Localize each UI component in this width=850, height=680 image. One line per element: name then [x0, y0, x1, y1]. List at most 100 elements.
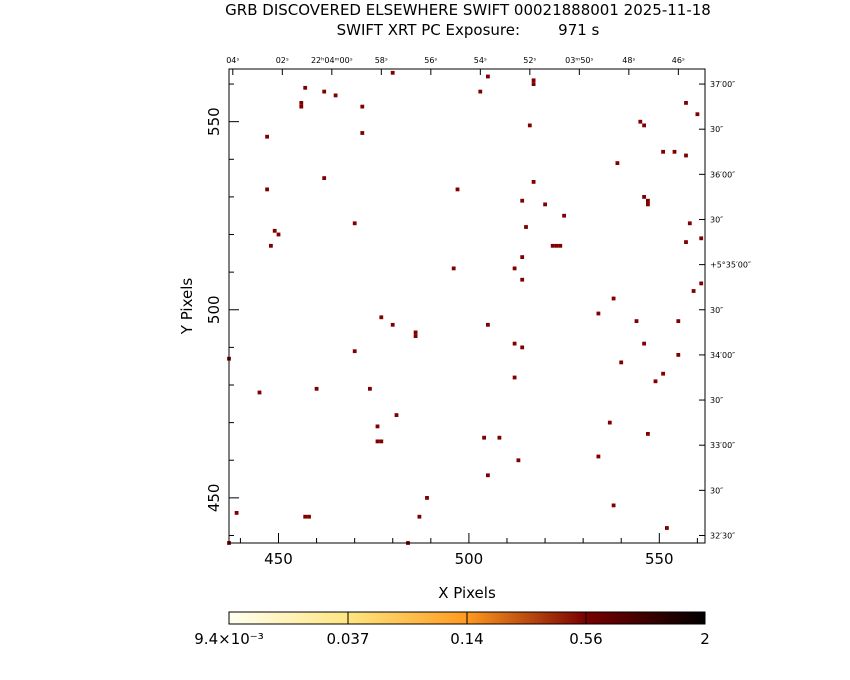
colorbar-tick-label: 0.14	[450, 630, 483, 648]
image-pixel	[684, 153, 688, 158]
dec-tick-label: 37′00″	[710, 80, 735, 89]
image-pixel	[272, 228, 277, 233]
image-pixel	[672, 149, 677, 154]
image-pixel	[684, 240, 688, 244]
image-pixel	[512, 266, 517, 271]
image-pixel	[314, 386, 319, 391]
colorbar-tick-label: 9.4×10⁻³	[194, 630, 263, 648]
image-pixel	[482, 435, 486, 440]
dec-tick-label: 30″	[710, 396, 723, 405]
image-pixel	[375, 439, 380, 444]
image-pixel	[299, 104, 304, 109]
image-pixel	[299, 101, 304, 105]
image-pixel	[390, 70, 395, 75]
image-pixel	[512, 375, 517, 380]
image-pixel	[360, 104, 365, 109]
image-pixel	[478, 89, 483, 94]
dec-tick-label: 34′00″	[710, 351, 735, 360]
image-pixel	[619, 360, 624, 365]
colorbar-ticks	[347, 612, 587, 624]
image-pixel	[646, 432, 650, 436]
image-pixel	[527, 123, 532, 128]
x-tick-label: 500	[455, 550, 484, 568]
image-pixel	[352, 349, 357, 354]
image-pixel	[684, 101, 688, 105]
image-pixel	[695, 112, 700, 117]
image-pixel	[596, 454, 601, 459]
y-tick-label: 500	[205, 295, 223, 324]
ra-tick-label: 03ᵐ50ˢ	[565, 56, 593, 65]
chart-title: GRB DISCOVERED ELSEWHERE SWIFT 000218880…	[225, 1, 711, 19]
image-pixel	[653, 379, 658, 384]
image-pixel	[531, 180, 536, 184]
image-pixel	[265, 134, 269, 139]
image-pixel	[699, 281, 704, 286]
dec-tick-label: 32′30″	[710, 531, 735, 540]
dec-tick-label: +5°35′00″	[710, 261, 751, 270]
image-pixel	[265, 187, 269, 192]
image-pixel	[531, 82, 536, 86]
dec-tick-label: 30″	[710, 486, 723, 495]
image-pixel	[425, 496, 429, 500]
image-pixel	[413, 330, 418, 335]
image-pixel	[642, 195, 646, 199]
image-pixel	[531, 78, 536, 83]
colorbar: 9.4×10⁻³ 0.037 0.14 0.56 2	[194, 611, 710, 648]
image-pixel	[554, 243, 559, 248]
plot-frame	[228, 68, 706, 544]
image-pixel	[322, 176, 327, 180]
colorbar-tick-label: 0.56	[569, 630, 602, 648]
image-pixel	[451, 266, 456, 271]
image-pixel	[676, 319, 681, 323]
image-pixel	[276, 232, 281, 237]
colorbar-labels: 9.4×10⁻³ 0.037 0.14 0.56 2	[194, 630, 710, 648]
image-pixel	[665, 526, 669, 530]
ra-tick-label: 46ˢ	[672, 56, 685, 65]
image-pixel	[699, 236, 704, 241]
image-pixel	[303, 85, 308, 90]
image-pixel	[661, 371, 665, 376]
colorbar-tick-label: 2	[700, 630, 710, 648]
y-tick-label: 550	[205, 107, 223, 136]
image-pixel	[352, 221, 357, 226]
image-pixel	[379, 439, 384, 444]
image-pixel	[486, 473, 490, 478]
dec-tick-label: 30″	[710, 125, 723, 134]
image-pixel	[516, 458, 521, 463]
ra-tick-label: 02ˢ	[276, 56, 289, 65]
axis-ticks	[229, 69, 705, 543]
dec-tick-label: 33′00″	[710, 441, 735, 450]
image-pixel	[360, 131, 365, 135]
ra-tick-label: 04ˢ	[226, 56, 239, 65]
x-tick-label: 550	[645, 550, 674, 568]
colorbar-tick-label: 0.037	[327, 630, 370, 648]
image-pixel	[634, 319, 639, 323]
ra-tick-label: 22ʰ04ᵐ00ˢ	[311, 56, 353, 65]
image-plot-area	[227, 68, 706, 545]
ra-tick-label: 56ˢ	[424, 56, 437, 65]
image-pixel	[524, 225, 528, 229]
image-pixel	[687, 221, 692, 226]
image-pixel	[333, 93, 338, 98]
image-pixel	[543, 202, 547, 207]
image-pixel	[611, 503, 616, 508]
image-pixel	[368, 386, 372, 391]
pixel-layer	[227, 70, 704, 545]
image-pixel	[379, 315, 384, 320]
image-pixel	[520, 198, 525, 203]
image-pixel	[520, 255, 525, 259]
dec-tick-label: 30″	[710, 215, 723, 224]
image-pixel	[646, 202, 650, 207]
ra-tick-label: 54ˢ	[474, 56, 487, 65]
image-pixel	[558, 243, 563, 248]
image-pixel	[638, 119, 643, 124]
axis-tick-labels: 450 500 550 450 500 550 04ˢ 02ˢ 22ʰ04ᵐ00ˢ 58ˢ 56ˢ 5…	[205, 56, 751, 568]
y-tick-label: 450	[205, 484, 223, 513]
image-pixel	[661, 149, 665, 154]
image-pixel	[520, 277, 525, 282]
image-pixel	[413, 334, 418, 338]
image-pixel	[676, 353, 681, 357]
ra-tick-label: 52ˢ	[523, 56, 536, 65]
image-pixel	[257, 390, 262, 395]
